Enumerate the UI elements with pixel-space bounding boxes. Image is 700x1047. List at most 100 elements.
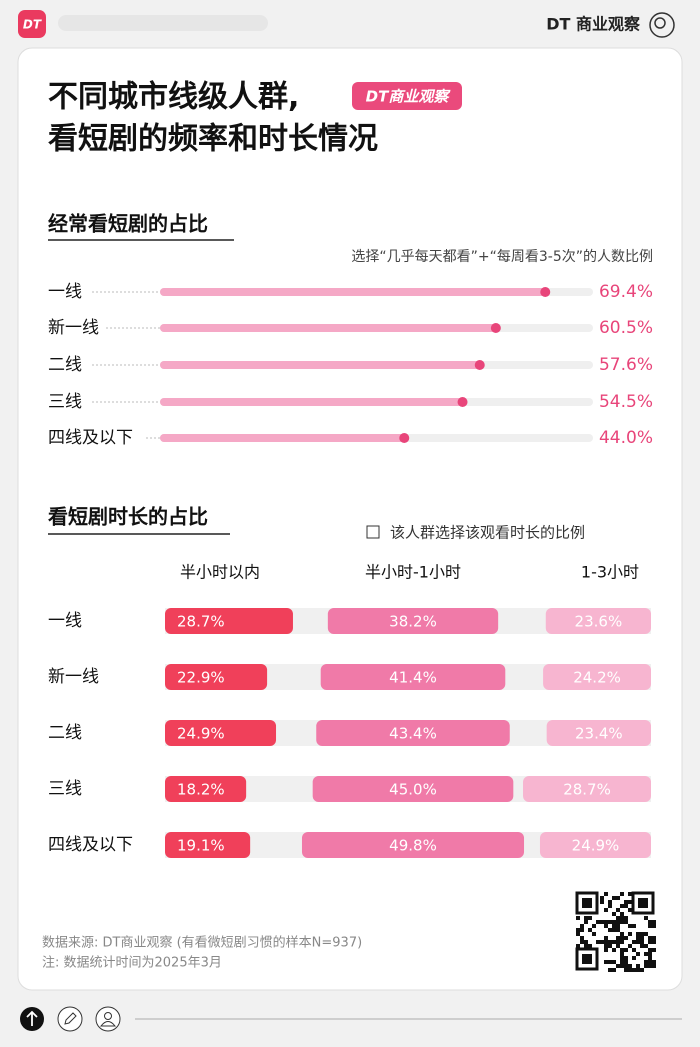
- qr-cell: [624, 900, 628, 904]
- qr-cell: [576, 928, 580, 932]
- qr-cell: [600, 896, 604, 900]
- logo-text: DT: [23, 18, 42, 32]
- arrow-icon: [26, 1010, 38, 1026]
- qr-cell: [616, 896, 620, 900]
- value-label: 44.0%: [599, 428, 653, 448]
- qr-cell: [624, 964, 628, 968]
- qr-cell: [648, 920, 652, 924]
- value-label: 43.4%: [389, 725, 437, 743]
- legend-note: 该人群选择该观看时长的比例: [390, 524, 585, 542]
- person-icon: [104, 1012, 112, 1020]
- url-bar[interactable]: [58, 15, 268, 31]
- qr-cell: [652, 964, 656, 968]
- qr-cell: [628, 892, 632, 896]
- qr-cell: [612, 912, 616, 916]
- qr-cell: [628, 968, 632, 972]
- value-label: 60.5%: [599, 318, 653, 338]
- qr-cell: [640, 940, 644, 944]
- search-button[interactable]: [649, 12, 675, 38]
- qr-cell: [620, 936, 624, 940]
- qr-cell: [624, 936, 628, 940]
- edit-button[interactable]: [57, 1006, 83, 1032]
- qr-cell: [612, 968, 616, 972]
- category-label: 二线: [48, 723, 82, 743]
- category-label: 新一线: [48, 667, 99, 687]
- qr-cell: [608, 944, 612, 948]
- value-label: 57.6%: [599, 355, 653, 375]
- qr-cell: [628, 964, 632, 968]
- value-label: 23.6%: [575, 613, 623, 631]
- qr-cell: [628, 908, 632, 912]
- qr-finder: [575, 947, 599, 971]
- value-label: 24.2%: [573, 669, 621, 687]
- segment: [165, 608, 293, 634]
- qr-cell: [616, 924, 620, 928]
- qr-cell: [648, 960, 652, 964]
- card: [17, 47, 683, 991]
- qr-cell: [636, 940, 640, 944]
- qr-cell: [616, 916, 620, 920]
- qr-cell: [620, 932, 624, 936]
- qr-cell: [608, 960, 612, 964]
- qr-cell: [604, 940, 608, 944]
- value-label: 19.1%: [177, 837, 225, 855]
- qr-cell: [616, 920, 620, 924]
- qr-cell: [632, 948, 636, 952]
- segment: [539, 832, 651, 858]
- qr-cell: [600, 900, 604, 904]
- qr-cell: [636, 936, 640, 940]
- qr-cell: [576, 916, 580, 920]
- qr-cell: [632, 956, 636, 960]
- qr-cell: [640, 932, 644, 936]
- qr-cell: [604, 908, 608, 912]
- qr-cell: [608, 968, 612, 972]
- category-label: 三线: [48, 779, 82, 799]
- category-label: 一线: [48, 611, 82, 631]
- qr-cell: [620, 952, 624, 956]
- qr-cell: [616, 936, 620, 940]
- qr-cell: [620, 892, 624, 896]
- qr-cell: [612, 940, 616, 944]
- value-label: 28.7%: [563, 781, 611, 799]
- qr-cell: [620, 948, 624, 952]
- value-label: 38.2%: [389, 613, 437, 631]
- qr-cell: [592, 932, 596, 936]
- qr-cell: [620, 956, 624, 960]
- qr-cell: [608, 904, 612, 908]
- qr-cell: [608, 920, 612, 924]
- dot: [490, 323, 501, 333]
- column-header: 1-3小时: [581, 563, 639, 582]
- qr-cell: [648, 936, 652, 940]
- segment: [320, 664, 506, 690]
- qr-cell: [628, 924, 632, 928]
- qr-cell: [636, 952, 640, 956]
- qr-cell: [628, 932, 632, 936]
- qr-cell: [616, 908, 620, 912]
- dot: [457, 397, 468, 407]
- qr-cell: [628, 944, 632, 948]
- value-label: 22.9%: [177, 669, 225, 687]
- qr-cell: [640, 936, 644, 940]
- segment: [543, 664, 651, 690]
- qr-cell: [600, 940, 604, 944]
- qr-cell: [588, 928, 592, 932]
- qr-cell: [620, 920, 624, 924]
- bar: [160, 361, 480, 369]
- qr-finder: [582, 898, 592, 908]
- segment: [165, 664, 268, 690]
- qr-cell: [584, 940, 588, 944]
- qr-cell: [612, 948, 616, 952]
- segment: [165, 720, 277, 746]
- qr-cell: [604, 892, 608, 896]
- segment: [316, 720, 510, 746]
- qr-cell: [652, 936, 656, 940]
- qr-finder: [582, 954, 592, 964]
- qr-cell: [652, 940, 656, 944]
- qr-cell: [604, 920, 608, 924]
- value-label: 24.9%: [177, 725, 225, 743]
- category-label: 一线: [48, 282, 82, 302]
- segment: [312, 776, 514, 802]
- qr-cell: [648, 948, 652, 952]
- qr-cell: [620, 916, 624, 920]
- qr-cell: [600, 920, 604, 924]
